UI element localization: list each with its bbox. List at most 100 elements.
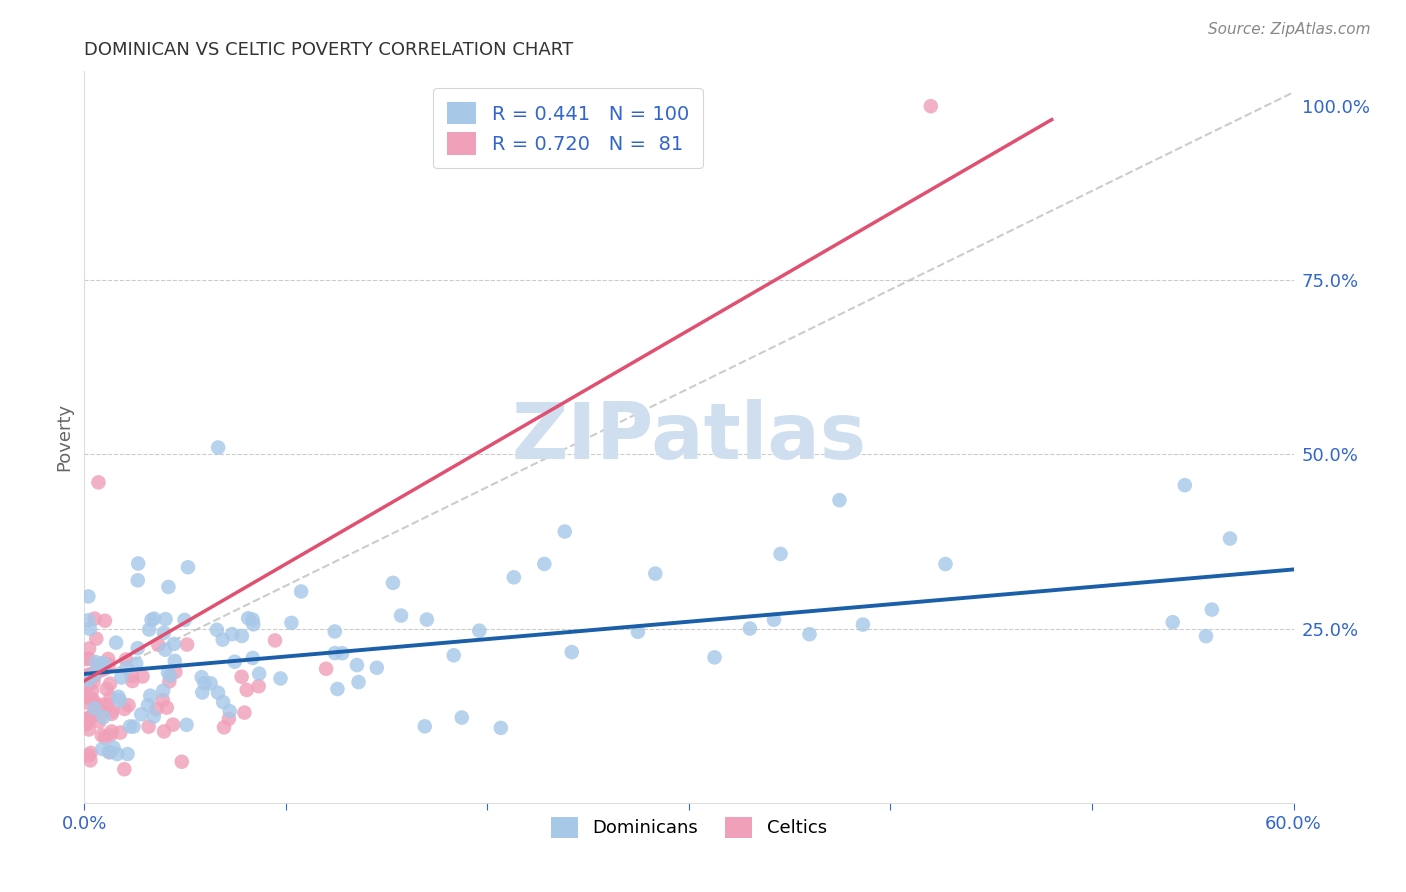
Point	[76, 713, 98, 727]
Point	[145, 702, 167, 716]
Point	[163, 637, 186, 651]
Point	[77, 673, 100, 687]
Point	[152, 693, 174, 707]
Point	[136, 698, 159, 712]
Point	[443, 648, 465, 663]
Point	[82, 707, 104, 722]
Point	[127, 557, 149, 571]
Point	[413, 719, 436, 733]
Point	[91, 657, 114, 671]
Point	[153, 642, 176, 657]
Point	[148, 638, 170, 652]
Point	[138, 720, 160, 734]
Point	[97, 652, 120, 666]
Point	[79, 622, 101, 636]
Point	[561, 645, 583, 659]
Point	[211, 632, 233, 647]
Point	[91, 742, 114, 756]
Point	[80, 691, 103, 706]
Point	[100, 706, 122, 721]
Point	[110, 671, 132, 685]
Point	[79, 667, 101, 681]
Point	[450, 710, 472, 724]
Point	[91, 659, 114, 673]
Point	[236, 682, 259, 697]
Point	[77, 748, 100, 763]
Point	[129, 707, 152, 722]
Point	[83, 675, 105, 690]
Legend: Dominicans, Celtics: Dominicans, Celtics	[544, 810, 834, 845]
Point	[89, 664, 111, 678]
Point	[91, 698, 114, 712]
Point	[934, 557, 956, 571]
Point	[84, 632, 107, 646]
Point	[176, 638, 198, 652]
Point	[242, 617, 264, 632]
Point	[1219, 532, 1241, 546]
Point	[323, 624, 346, 639]
Point	[96, 698, 118, 712]
Point	[75, 688, 97, 702]
Point	[108, 693, 131, 707]
Point	[115, 661, 138, 675]
Point	[920, 99, 942, 113]
Point	[98, 677, 121, 691]
Point	[389, 608, 412, 623]
Point	[315, 662, 337, 676]
Point	[76, 652, 98, 666]
Point	[242, 613, 264, 627]
Text: DOMINICAN VS CELTIC POVERTY CORRELATION CHART: DOMINICAN VS CELTIC POVERTY CORRELATION …	[84, 41, 574, 59]
Point	[1161, 615, 1184, 630]
Point	[93, 710, 115, 724]
Point	[242, 651, 264, 665]
Point	[89, 714, 111, 729]
Point	[77, 679, 100, 693]
Point	[77, 590, 100, 604]
Point	[416, 613, 439, 627]
Point	[83, 668, 105, 682]
Point	[290, 584, 312, 599]
Point	[93, 657, 115, 672]
Point	[1195, 629, 1218, 643]
Point	[326, 681, 349, 696]
Point	[77, 613, 100, 627]
Point	[347, 675, 370, 690]
Point	[247, 679, 270, 693]
Point	[143, 612, 166, 626]
Point	[122, 720, 145, 734]
Point	[75, 690, 97, 705]
Point	[77, 673, 100, 688]
Point	[98, 728, 121, 742]
Point	[157, 580, 180, 594]
Point	[280, 615, 302, 630]
Point	[83, 669, 105, 683]
Point	[176, 718, 198, 732]
Point	[77, 651, 100, 665]
Point	[162, 717, 184, 731]
Point	[156, 665, 179, 680]
Point	[90, 728, 112, 742]
Point	[191, 685, 214, 699]
Point	[212, 720, 235, 734]
Point	[218, 712, 240, 726]
Point	[212, 695, 235, 709]
Point	[98, 745, 121, 759]
Point	[153, 724, 176, 739]
Point	[177, 560, 200, 574]
Point	[100, 690, 122, 705]
Point	[91, 705, 114, 719]
Point	[769, 547, 792, 561]
Point	[77, 668, 100, 682]
Point	[79, 753, 101, 767]
Point	[159, 669, 181, 683]
Point	[118, 719, 141, 733]
Point	[799, 627, 821, 641]
Point	[93, 662, 115, 676]
Point	[75, 717, 97, 731]
Point	[117, 747, 139, 761]
Text: Source: ZipAtlas.com: Source: ZipAtlas.com	[1208, 22, 1371, 37]
Point	[533, 557, 555, 571]
Point	[115, 652, 138, 666]
Point	[173, 613, 195, 627]
Point	[87, 475, 110, 490]
